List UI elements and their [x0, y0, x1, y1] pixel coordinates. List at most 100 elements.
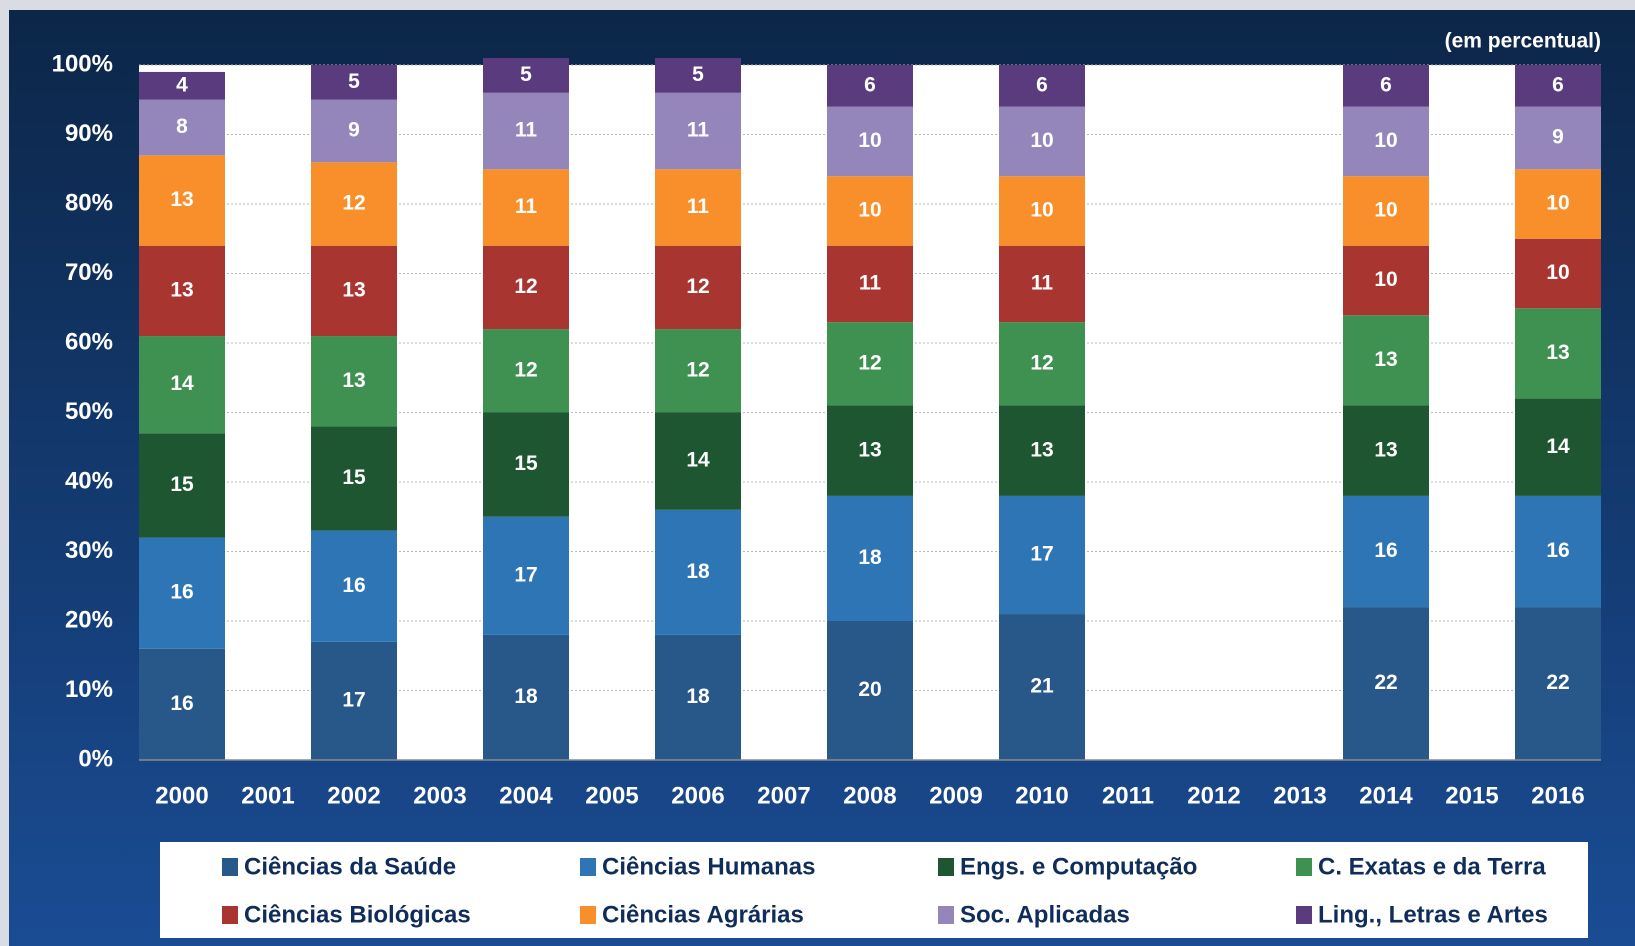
bar-segment	[139, 648, 225, 760]
bar-segment	[655, 92, 741, 170]
bar-segment	[311, 99, 397, 163]
y-tick-label: 80%	[65, 189, 113, 216]
data-label: 13	[1374, 438, 1397, 461]
bar-segment	[1343, 405, 1429, 496]
bar-segment	[655, 169, 741, 246]
y-tick-label: 50%	[65, 398, 113, 425]
data-label: 6	[1036, 73, 1048, 96]
data-label: 12	[514, 358, 537, 381]
data-label: 20	[858, 678, 881, 701]
data-label: 16	[170, 581, 193, 604]
data-label: 13	[1374, 348, 1397, 371]
legend-swatch	[938, 858, 954, 876]
data-label: 17	[1030, 543, 1053, 566]
bar-segment	[1343, 176, 1429, 246]
bar-segment	[655, 329, 741, 413]
data-label: 15	[170, 473, 194, 496]
y-tick-label: 40%	[65, 467, 113, 494]
bar-segment	[483, 412, 569, 517]
data-label: 6	[1552, 73, 1564, 96]
data-label: 13	[170, 278, 193, 301]
axis-note: (em percentual)	[1445, 30, 1601, 53]
bar-segment	[1515, 495, 1601, 608]
data-label: 4	[176, 73, 188, 96]
x-tick-label: 2013	[1273, 782, 1326, 809]
legend-label: Ling., Letras e Artes	[1318, 901, 1548, 928]
bar-segment	[827, 405, 913, 496]
data-label: 17	[514, 563, 537, 586]
x-tick-label: 2009	[929, 782, 982, 809]
data-label: 11	[1031, 271, 1054, 294]
bar-segment	[483, 329, 569, 413]
data-label: 5	[348, 70, 360, 93]
bar-segment	[483, 169, 569, 246]
legend	[160, 842, 1588, 938]
data-label: 21	[1030, 675, 1054, 698]
legend-label: Soc. Aplicadas	[960, 901, 1130, 928]
y-tick-label: 0%	[78, 745, 113, 772]
bar-segment	[655, 412, 741, 510]
data-label: 10	[858, 198, 881, 221]
data-label: 11	[687, 119, 710, 142]
bar-segment	[311, 336, 397, 427]
y-tick-label: 90%	[65, 120, 113, 147]
data-label: 13	[342, 278, 365, 301]
data-label: 16	[1546, 539, 1569, 562]
x-tick-label: 2012	[1187, 782, 1240, 809]
y-tick-label: 70%	[65, 259, 113, 286]
x-tick-label: 2006	[671, 782, 724, 809]
y-tick-label: 30%	[65, 537, 113, 564]
bar-segment	[827, 322, 913, 406]
bar-segment	[999, 65, 1085, 107]
y-tick-label: 100%	[52, 50, 113, 77]
data-label: 12	[514, 275, 537, 298]
x-tick-label: 2016	[1531, 782, 1584, 809]
bar-segment	[311, 65, 397, 100]
bar-segment	[655, 634, 741, 760]
data-label: 10	[1546, 192, 1569, 215]
bar-segment	[655, 509, 741, 635]
bar-segment	[827, 65, 913, 107]
data-label: 12	[858, 351, 881, 374]
x-tick-label: 2011	[1102, 782, 1154, 809]
legend-swatch	[580, 858, 596, 876]
y-tick-label: 10%	[65, 676, 113, 703]
data-label: 5	[692, 63, 704, 86]
bar-segment	[1515, 398, 1601, 496]
legend-label: C. Exatas e da Terra	[1318, 853, 1546, 880]
data-label: 12	[342, 192, 365, 215]
data-label: 13	[1546, 341, 1569, 364]
data-label: 17	[342, 688, 365, 711]
bar-segment	[139, 336, 225, 434]
bar-segment	[1343, 607, 1429, 760]
bar-segment	[311, 426, 397, 531]
data-label: 13	[342, 369, 365, 392]
bar-segment	[311, 162, 397, 246]
bar-segment	[1515, 238, 1601, 309]
data-label: 18	[858, 546, 882, 569]
bar-segment	[1343, 315, 1429, 406]
legend-swatch	[1296, 858, 1312, 876]
data-label: 12	[686, 275, 709, 298]
data-label: 18	[686, 685, 710, 708]
bar-segment	[483, 58, 569, 93]
bar-segment	[1515, 169, 1601, 239]
x-tick-label: 2008	[843, 782, 896, 809]
bar-segment	[139, 245, 225, 337]
bar-segment	[311, 245, 397, 337]
data-label: 13	[1030, 438, 1053, 461]
data-label: 11	[515, 195, 538, 218]
bar-segment	[999, 176, 1085, 246]
legend-swatch	[222, 906, 238, 924]
data-label: 22	[1374, 671, 1397, 694]
legend-label: Ciências Biológicas	[244, 901, 471, 928]
data-label: 10	[1030, 198, 1053, 221]
bar-segment	[827, 245, 913, 323]
bar-segment	[827, 176, 913, 246]
bar-segment	[139, 433, 225, 538]
legend-swatch	[222, 858, 238, 876]
data-label: 10	[1374, 268, 1397, 291]
data-label: 16	[170, 692, 193, 715]
